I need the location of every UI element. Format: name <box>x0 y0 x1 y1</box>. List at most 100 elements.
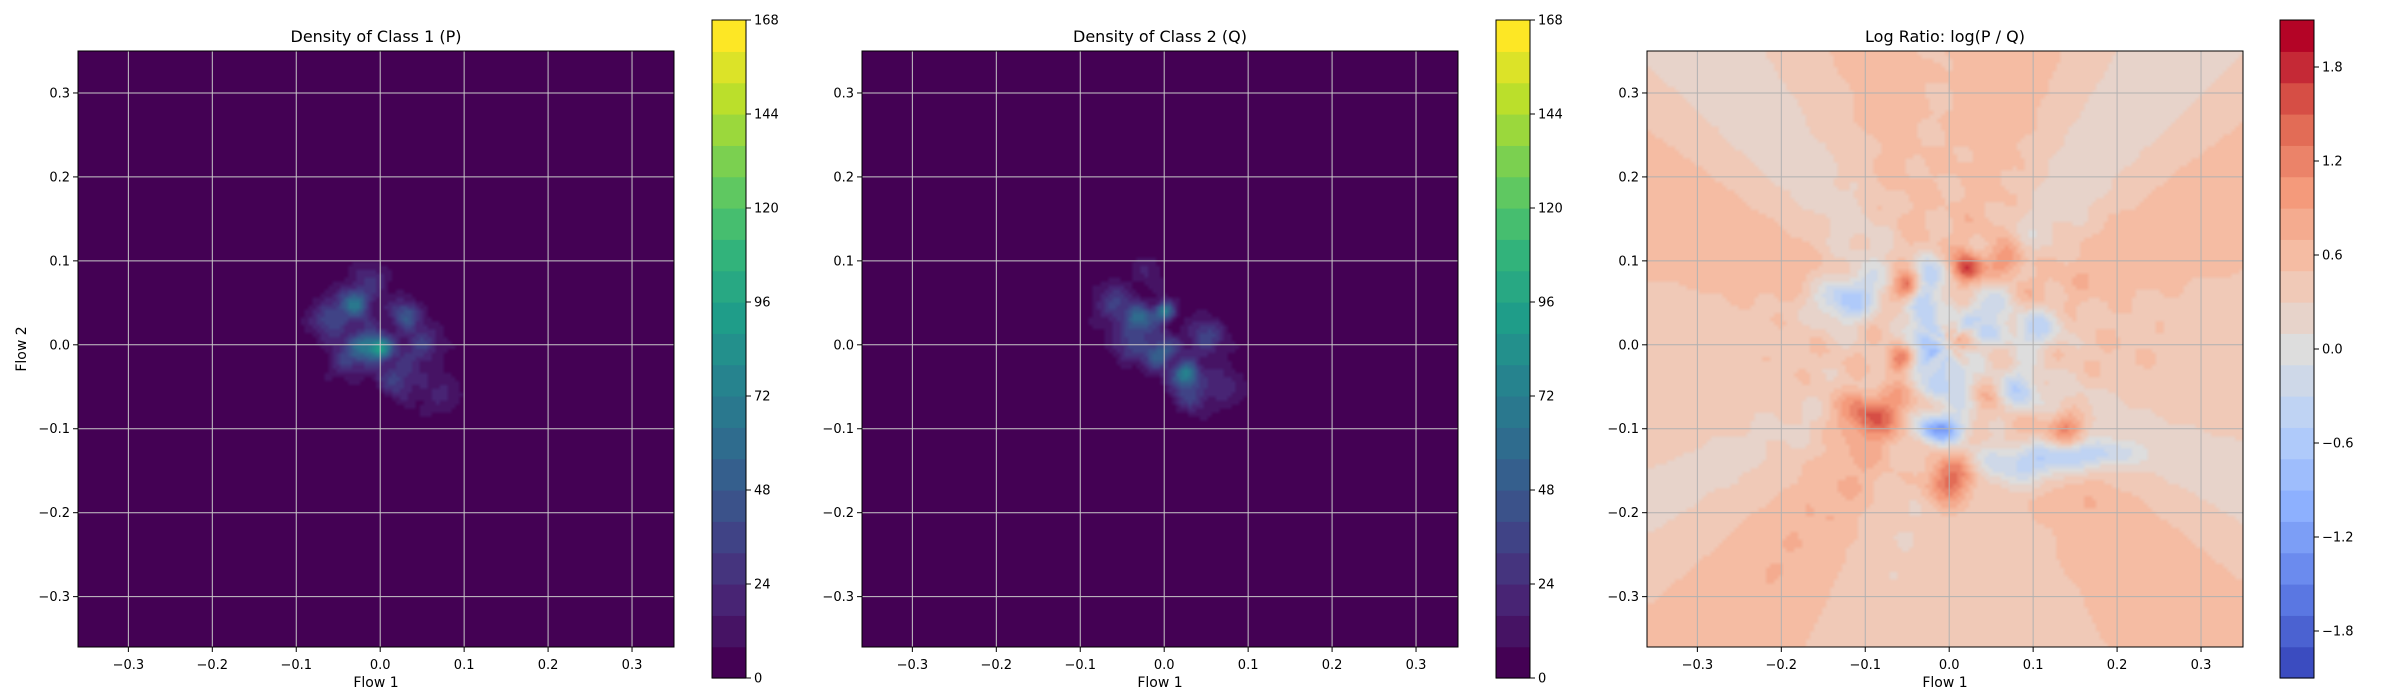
y-tick-label: −0.1 <box>38 422 70 437</box>
colorbar-level <box>1496 364 1530 397</box>
colorbar-level <box>1496 176 1530 209</box>
y-tick-label: 0.1 <box>1618 254 1639 269</box>
colorbar-level <box>712 176 746 209</box>
colorbar-level <box>1496 114 1530 146</box>
colorbar-level <box>1496 396 1530 428</box>
x-tick-label: 0.2 <box>1322 658 1343 673</box>
y-tick-label: −0.2 <box>822 506 854 521</box>
y-tick-label: 0.2 <box>49 170 70 185</box>
x-ticks-density-p: −0.3 −0.2 −0.1 0.0 0.1 0.2 0.3 <box>113 647 642 673</box>
colorbar-level <box>712 615 746 648</box>
colorbar-tick-label: 0.0 <box>2322 343 2343 358</box>
x-tick-label: −0.3 <box>113 658 145 673</box>
colorbar-level <box>1496 270 1530 303</box>
colorbar-level <box>1496 82 1530 115</box>
colorbar-tick-label: 48 <box>754 484 771 499</box>
colorbar-tick-label: 72 <box>1538 390 1555 405</box>
colorbar-level <box>1496 302 1530 334</box>
x-tick-label: 0.1 <box>1238 658 1259 673</box>
colorbar-level <box>712 646 746 679</box>
y-tick-label: −0.3 <box>1607 590 1639 605</box>
colorbar-frame <box>1495 19 1531 679</box>
colorbar-level <box>2280 584 2314 616</box>
colorbar-tick-label: −1.2 <box>2322 531 2354 546</box>
colorbar-level <box>2280 552 2314 585</box>
colorbar-tick-label: −1.8 <box>2322 625 2354 640</box>
colorbar-level <box>2280 302 2314 334</box>
axes-frame-log-ratio <box>1646 50 2244 648</box>
gridlines-density-p <box>78 51 674 647</box>
colorbar-tick-label: 168 <box>1538 14 1563 29</box>
colorbar-level <box>2280 490 2314 522</box>
colorbar-level <box>1496 145 1530 178</box>
x-tick-label: 0.2 <box>2107 658 2128 673</box>
gridlines-density-q <box>862 51 1458 647</box>
colorbar-level <box>712 145 746 178</box>
colorbar-tick-label: 120 <box>1538 202 1563 217</box>
y-tick-label: 0.0 <box>1618 338 1639 353</box>
y-tick-label: 0.2 <box>833 170 854 185</box>
colorbar-level <box>712 427 746 460</box>
colorbar-tick-label: 144 <box>754 108 779 123</box>
colorbar-tick-label: 120 <box>754 202 779 217</box>
panel-density-q: Density of Class 2 (Q) −0.3 −0.2 −0.1 0.0 0.… <box>822 14 1562 692</box>
colorbar-tick-label: 96 <box>1538 296 1555 311</box>
x-tick-label: 0.0 <box>1154 658 1175 673</box>
heatmap-density-q <box>862 51 1458 647</box>
colorbar-tick-label: 144 <box>1538 108 1563 123</box>
colorbar-tick-label: 1.8 <box>2322 61 2343 76</box>
colorbar-tick-label: 96 <box>754 296 771 311</box>
x-tick-label: 0.0 <box>1939 658 1960 673</box>
colorbar-level <box>1496 490 1530 522</box>
x-tick-label: −0.2 <box>981 658 1013 673</box>
colorbar-level <box>712 270 746 303</box>
colorbar-level <box>712 396 746 428</box>
y-ticks-density-q: −0.3 −0.2 −0.1 0.0 0.1 0.2 0.3 <box>822 86 862 605</box>
heatmap-log-ratio <box>1647 51 2243 647</box>
x-tick-label: −0.3 <box>1682 658 1714 673</box>
panel-log-ratio: Log Ratio: log(P / Q) −0.3 −0.2 −0.1 0.0 0.1… <box>1607 19 2354 691</box>
y-tick-label: 0.1 <box>833 254 854 269</box>
x-tick-label: 0.1 <box>454 658 475 673</box>
colorbar-density-q: 0 24 48 72 96 120 144 168 <box>1495 14 1563 687</box>
panel-density-p: Density of Class 1 (P) −0.3 −0.2 −0.1 0.0 0.… <box>14 14 779 692</box>
y-tick-label: −0.2 <box>38 506 70 521</box>
colorbar-level <box>1496 521 1530 554</box>
title-density-p: Density of Class 1 (P) <box>291 27 462 46</box>
x-ticks-density-q: −0.3 −0.2 −0.1 0.0 0.1 0.2 0.3 <box>897 647 1427 673</box>
title-density-q: Density of Class 2 (Q) <box>1073 27 1247 46</box>
x-axis-label-density-p: Flow 1 <box>353 675 398 691</box>
colorbar-level <box>712 490 746 522</box>
colorbar-level <box>712 584 746 616</box>
colorbar-level <box>1496 51 1530 84</box>
colorbar-level <box>712 208 746 240</box>
colorbar-log-ratio: −1.8 −1.2 −0.6 0.0 0.6 1.2 1.8 <box>2279 19 2354 679</box>
colorbar-level <box>712 82 746 115</box>
colorbar-level <box>1496 427 1530 460</box>
colorbar-density-p: 0 24 48 72 96 120 144 168 <box>711 14 779 687</box>
x-tick-label: −0.2 <box>197 658 229 673</box>
x-axis-label-density-q: Flow 1 <box>1137 675 1182 691</box>
colorbar-level <box>2280 270 2314 303</box>
y-tick-label: 0.0 <box>49 338 70 353</box>
colorbar-level <box>1496 584 1530 616</box>
colorbar-level <box>2280 646 2314 679</box>
colorbar-level <box>2280 208 2314 240</box>
colorbar-level <box>2280 396 2314 428</box>
colorbar-level <box>2280 20 2314 52</box>
colorbar-level <box>2280 239 2314 272</box>
colorbar-tick-label: 72 <box>754 390 771 405</box>
x-tick-label: 0.3 <box>1406 658 1427 673</box>
y-tick-label: −0.1 <box>1607 422 1639 437</box>
x-axis-label-log-ratio: Flow 1 <box>1922 675 1967 691</box>
x-tick-label: 0.2 <box>538 658 559 673</box>
y-tick-label: 0.2 <box>1618 170 1639 185</box>
axes-frame-density-q <box>861 50 1459 648</box>
colorbar-tick-label: 0 <box>1538 672 1546 687</box>
y-tick-label: 0.0 <box>833 338 854 353</box>
colorbar-level <box>2280 364 2314 397</box>
gridlines-log-ratio <box>1647 51 2243 647</box>
colorbar-level <box>1496 239 1530 272</box>
x-ticks-log-ratio: −0.3 −0.2 −0.1 0.0 0.1 0.2 0.3 <box>1682 647 2211 673</box>
